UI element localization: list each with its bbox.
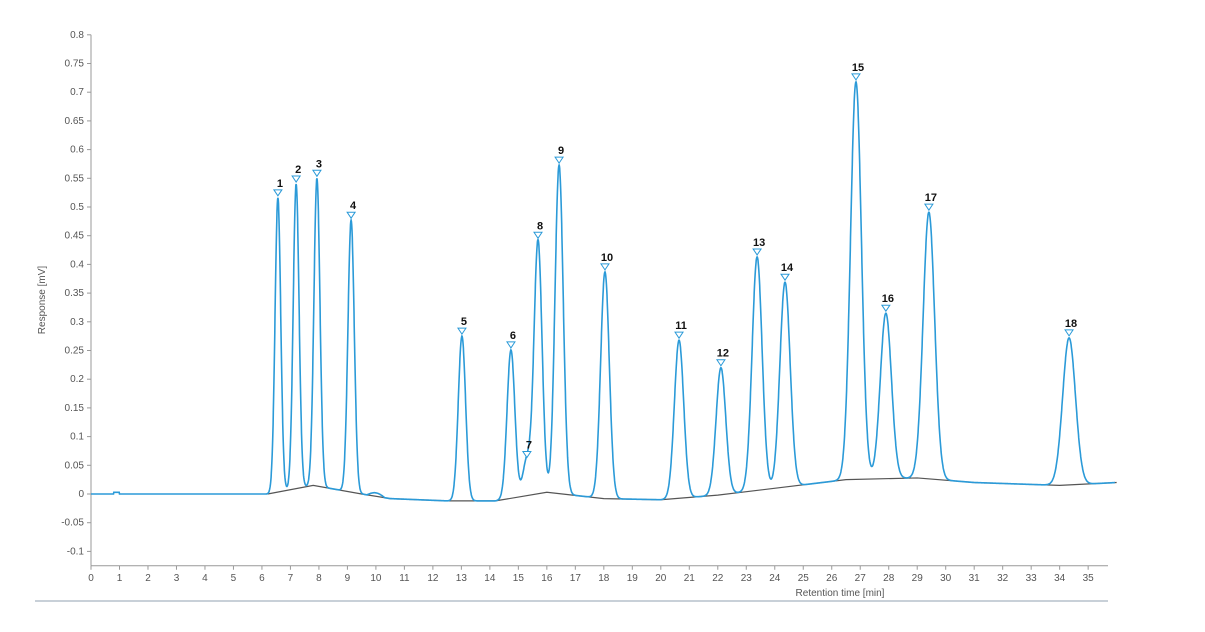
- x-tick-label: 22: [712, 573, 724, 584]
- x-tick-label: 6: [259, 573, 265, 584]
- x-tick-label: 28: [883, 573, 895, 584]
- peak-label-17: 17: [925, 192, 937, 204]
- peak-label-18: 18: [1065, 318, 1077, 330]
- peak-label-7: 7: [526, 440, 532, 452]
- peak-label-12: 12: [717, 348, 729, 360]
- x-tick-label: 18: [598, 573, 610, 584]
- x-tick-label: 20: [655, 573, 667, 584]
- x-tick-label: 2: [145, 573, 151, 584]
- peak-marker: [291, 175, 302, 183]
- x-tick-label: 33: [1026, 573, 1038, 584]
- x-tick-label: 35: [1083, 573, 1095, 584]
- x-tick-label: 23: [741, 573, 753, 584]
- x-tick-label: 12: [427, 573, 439, 584]
- peak-label-14: 14: [781, 262, 794, 274]
- peak-label-2: 2: [295, 164, 301, 176]
- x-tick-label: 19: [627, 573, 639, 584]
- peak-label-3: 3: [316, 158, 322, 170]
- peak-marker: [506, 341, 516, 349]
- signal-trace: [91, 80, 1115, 502]
- peak-marker: [311, 169, 322, 178]
- peak-label-4: 4: [350, 200, 357, 212]
- x-axis-label: Retention time [min]: [796, 588, 885, 599]
- x-tick-label: 0: [88, 573, 94, 584]
- y-tick-label: 0.35: [65, 288, 85, 299]
- peak-label-6: 6: [510, 330, 516, 342]
- x-tick-label: 17: [570, 573, 582, 584]
- peak-marker: [880, 304, 891, 313]
- peak-label-5: 5: [461, 316, 467, 328]
- peak-marker: [780, 273, 790, 282]
- x-tick-label: 5: [231, 573, 237, 584]
- y-tick-label: 0.25: [65, 346, 85, 357]
- x-tick-label: 7: [288, 573, 294, 584]
- peak-marker: [554, 156, 565, 164]
- x-tick-label: 13: [456, 573, 468, 584]
- x-tick-label: 1: [117, 573, 123, 584]
- x-tick-label: 14: [484, 573, 496, 584]
- peak-marker: [923, 203, 934, 212]
- y-tick-label: 0.55: [65, 173, 85, 184]
- y-axis-label: Response [mV]: [37, 266, 48, 335]
- peak-label-15: 15: [852, 62, 864, 74]
- y-tick-label: 0.3: [70, 317, 84, 328]
- peak-marker: [851, 73, 861, 81]
- x-tick-label: 27: [855, 573, 867, 584]
- peak-marker: [272, 189, 283, 197]
- x-tick-label: 21: [684, 573, 696, 584]
- peak-marker: [533, 231, 543, 240]
- peak-marker: [715, 359, 726, 367]
- x-tick-label: 34: [1054, 573, 1066, 584]
- x-tick-label: 26: [826, 573, 838, 584]
- peak-marker: [346, 211, 357, 220]
- y-tick-label: 0.65: [65, 116, 85, 127]
- x-tick-label: 16: [541, 573, 553, 584]
- y-tick-label: 0.7: [70, 87, 84, 98]
- peak-marker: [752, 248, 763, 256]
- y-tick-label: 0.5: [70, 202, 84, 213]
- y-tick-label: 0.4: [70, 259, 84, 270]
- x-tick-label: 30: [940, 573, 952, 584]
- x-tick-label: 31: [969, 573, 981, 584]
- y-tick-label: 0.75: [65, 59, 85, 70]
- peak-label-13: 13: [753, 237, 765, 249]
- x-tick-label: 24: [769, 573, 781, 584]
- x-tick-label: 3: [174, 573, 180, 584]
- y-tick-label: -0.05: [61, 518, 84, 529]
- y-tick-label: 0.45: [65, 231, 85, 242]
- y-tick-label: 0.2: [70, 374, 84, 385]
- x-tick-label: 25: [798, 573, 810, 584]
- peak-label-16: 16: [882, 293, 894, 305]
- peak-marker: [1064, 329, 1074, 337]
- x-tick-label: 4: [202, 573, 208, 584]
- x-tick-label: 11: [399, 573, 410, 584]
- x-tick-label: 8: [316, 573, 322, 584]
- peak-marker: [457, 327, 467, 336]
- x-tick-label: 32: [997, 573, 1009, 584]
- y-tick-label: 0.1: [70, 432, 84, 443]
- peak-label-11: 11: [675, 320, 687, 332]
- peak-marker: [521, 451, 532, 459]
- peak-label-10: 10: [601, 252, 613, 264]
- peak-label-8: 8: [537, 220, 543, 232]
- peak-label-1: 1: [277, 178, 283, 190]
- y-tick-label: 0.05: [65, 460, 85, 471]
- y-tick-label: -0.1: [67, 546, 85, 557]
- peak-label-9: 9: [558, 145, 564, 157]
- x-tick-label: 15: [513, 573, 525, 584]
- y-tick-label: 0.6: [70, 145, 84, 156]
- x-tick-label: 29: [912, 573, 924, 584]
- integration-baseline: [267, 477, 1117, 502]
- y-tick-label: 0.15: [65, 403, 85, 414]
- x-tick-label: 9: [345, 573, 351, 584]
- y-tick-label: 0.8: [70, 30, 84, 41]
- x-tick-label: 10: [370, 573, 382, 584]
- peak-marker: [674, 331, 684, 340]
- peak-marker: [600, 263, 610, 271]
- y-tick-label: 0: [78, 489, 84, 500]
